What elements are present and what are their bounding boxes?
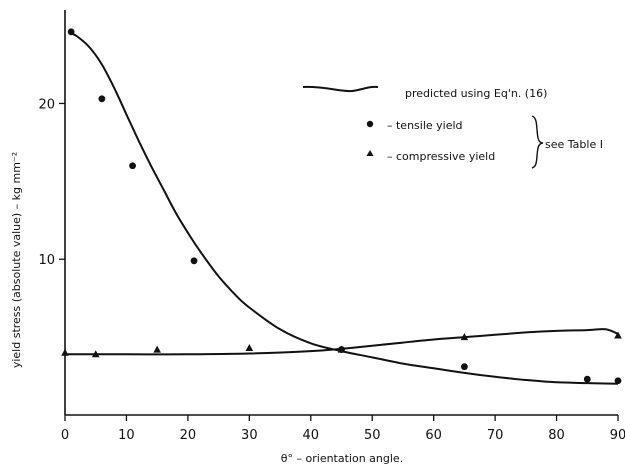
compressive-yield-point [460, 333, 469, 341]
legend-group-note: see Table I [545, 138, 603, 151]
tensile-yield-point [614, 377, 622, 385]
tensile-yield-point [460, 363, 468, 371]
x-tick-label: 80 [548, 428, 565, 443]
tensile-yield-point [98, 95, 106, 103]
legend: predicted using Eq'n. (16) – tensile yie… [302, 85, 603, 169]
legend-curve-label: predicted using Eq'n. (16) [405, 87, 547, 100]
x-axis-label: θ° – orientation angle. [281, 452, 403, 465]
legend-brace [531, 115, 544, 169]
legend-compressive-label: – compressive yield [387, 150, 495, 163]
x-tick-label: 50 [364, 428, 381, 443]
compressive-yield-point [337, 345, 346, 353]
ticks: 0 10 20 30 40 50 60 70 80 90 10 20 [38, 97, 625, 443]
compressive-yield-point [61, 348, 69, 356]
x-tick-label: 60 [425, 428, 442, 443]
predicted-tensile-curve [70, 32, 619, 385]
x-tick-label: 10 [118, 428, 135, 443]
y-axis-label: yield stress (absolute value) – kg mm⁻² [10, 152, 23, 368]
x-tick-label: 90 [610, 428, 625, 443]
axes [64, 10, 618, 416]
x-tick-label: 30 [241, 428, 258, 443]
x-tick-label: 70 [487, 428, 504, 443]
tensile-yield-point [190, 257, 198, 265]
compressive-yield-point [153, 345, 161, 353]
series-layer [61, 28, 622, 385]
x-tick-label: 0 [61, 428, 69, 443]
compressive-yield-point [245, 344, 254, 352]
compressive-yield-point [614, 331, 622, 339]
tensile-yield-point [583, 375, 591, 383]
tensile-yield-point [67, 28, 75, 36]
compressive-yield-point [91, 350, 100, 358]
predicted-compressive-curve [65, 328, 619, 356]
x-tick-label: 40 [303, 428, 320, 443]
legend-tensile-marker [366, 120, 374, 128]
y-tick-label: 20 [38, 97, 55, 112]
legend-tensile-label: – tensile yield [387, 119, 463, 132]
legend-curve-sample [302, 85, 379, 93]
tensile-yield-point [129, 162, 136, 170]
x-tick-label: 20 [180, 428, 197, 443]
legend-compressive-marker [366, 150, 374, 156]
y-tick-label: 10 [38, 253, 55, 268]
